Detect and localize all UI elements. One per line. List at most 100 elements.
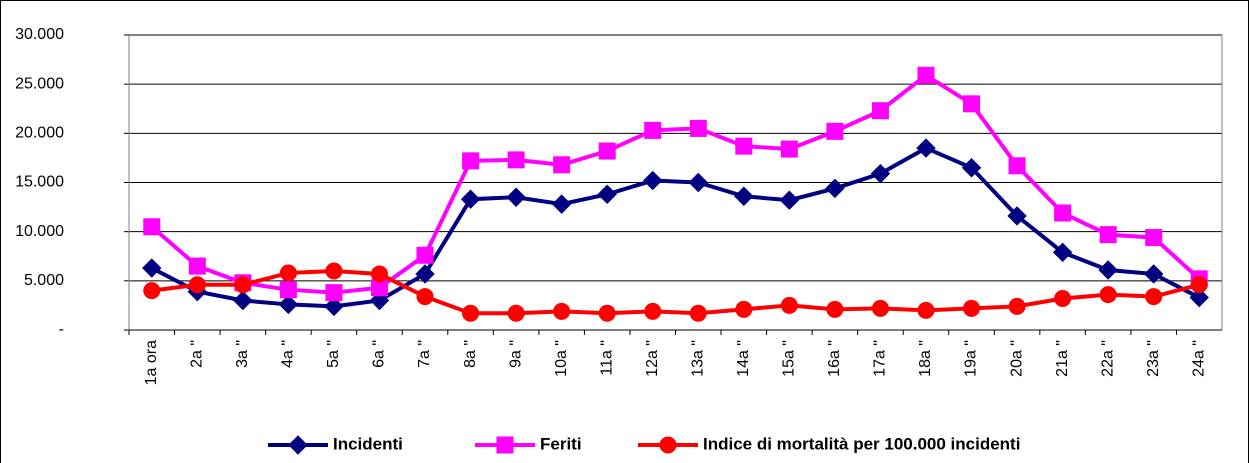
data-point — [1145, 288, 1163, 306]
data-point — [1052, 242, 1073, 263]
y-tick-label: 30.000 — [15, 26, 64, 43]
data-point — [143, 218, 161, 236]
legend-label: Feriti — [540, 434, 582, 453]
x-tick-label: 1a ora — [143, 340, 160, 385]
data-point — [279, 281, 297, 299]
data-point — [644, 121, 662, 139]
y-tick-label: 15.000 — [15, 174, 64, 191]
data-point — [278, 294, 299, 315]
data-point — [1143, 264, 1164, 284]
data-point — [462, 152, 480, 170]
data-point — [1098, 260, 1118, 280]
data-point — [1054, 290, 1072, 308]
y-tick-label: 10.000 — [15, 223, 64, 240]
x-tick-label: 2a " — [189, 340, 206, 368]
data-point — [1099, 286, 1117, 304]
x-tick-label: 9a " — [507, 340, 524, 368]
x-tick-label: 14a " — [735, 340, 752, 377]
data-point — [325, 262, 343, 280]
data-point — [598, 142, 616, 160]
legend-marker — [659, 436, 677, 454]
x-tick-label: 15a " — [781, 340, 798, 377]
data-point — [324, 296, 344, 317]
data-point — [598, 304, 616, 322]
data-point — [325, 284, 343, 302]
data-point — [416, 288, 434, 306]
x-tick-label: 17a " — [872, 340, 889, 377]
data-point — [553, 156, 571, 174]
data-point — [370, 265, 388, 283]
data-point — [961, 158, 982, 178]
data-point — [916, 138, 936, 158]
legend-label: Incidenti — [333, 434, 403, 453]
data-point — [1190, 276, 1208, 294]
data-point — [1189, 287, 1209, 308]
data-point — [688, 172, 708, 193]
data-point — [188, 257, 206, 275]
x-tick-label: 3a " — [234, 340, 251, 368]
data-point — [188, 276, 206, 294]
data-point — [416, 246, 434, 264]
x-tick-label: 20a " — [1008, 340, 1025, 377]
x-tick-label: 7a " — [416, 340, 433, 368]
x-tick-label: 22a " — [1099, 340, 1116, 377]
data-point — [1099, 226, 1117, 244]
data-point — [279, 264, 297, 282]
data-point — [963, 299, 981, 317]
data-point — [1008, 157, 1026, 175]
data-point — [553, 302, 571, 320]
data-point — [780, 296, 798, 314]
y-tick-label: 20.000 — [15, 125, 64, 142]
data-point — [506, 187, 526, 207]
x-tick-label: 13a " — [689, 340, 706, 377]
y-tick-label: 5.000 — [24, 272, 64, 289]
data-point — [462, 304, 480, 322]
data-point — [1054, 204, 1072, 222]
data-point — [551, 194, 572, 214]
data-point — [871, 102, 889, 120]
x-tick-label: 19a " — [963, 340, 980, 377]
data-point — [143, 282, 161, 300]
data-point — [826, 122, 844, 140]
data-point — [597, 184, 617, 205]
x-tick-label: 5a " — [325, 340, 342, 368]
x-tick-label: 8a " — [462, 340, 479, 368]
data-point — [871, 299, 889, 317]
x-tick-label: 12a " — [644, 340, 661, 377]
legend-marker — [496, 436, 514, 454]
data-point — [460, 189, 481, 209]
x-tick-label: 11a " — [598, 340, 615, 376]
data-point — [1145, 229, 1163, 247]
data-point — [963, 95, 981, 113]
data-point — [643, 170, 663, 191]
data-point — [1007, 206, 1027, 226]
x-tick-label: 23a " — [1145, 340, 1162, 377]
data-point — [735, 300, 753, 318]
x-tick-label: 24a " — [1190, 340, 1207, 377]
data-point — [689, 304, 707, 322]
data-point — [779, 190, 800, 210]
data-point — [234, 276, 252, 294]
x-tick-label: 21a " — [1054, 340, 1071, 377]
data-point — [917, 301, 935, 319]
data-point — [870, 163, 891, 184]
data-point — [415, 264, 435, 284]
data-point — [507, 151, 525, 169]
data-point — [233, 290, 253, 311]
x-tick-label: 6a " — [371, 340, 388, 368]
y-tick-label: 25.000 — [15, 75, 64, 92]
data-point — [689, 119, 707, 137]
x-tick-label: 18a " — [917, 340, 934, 377]
data-point — [780, 140, 798, 158]
data-point — [735, 137, 753, 155]
data-point — [644, 302, 662, 320]
x-tick-label: 4a " — [280, 340, 297, 368]
y-tick-label: - — [59, 321, 64, 338]
data-point — [734, 186, 754, 206]
data-point — [917, 66, 935, 84]
x-tick-label: 10a " — [553, 340, 570, 377]
data-point — [826, 300, 844, 318]
x-tick-label: 16a " — [826, 340, 843, 377]
data-point — [507, 304, 525, 322]
